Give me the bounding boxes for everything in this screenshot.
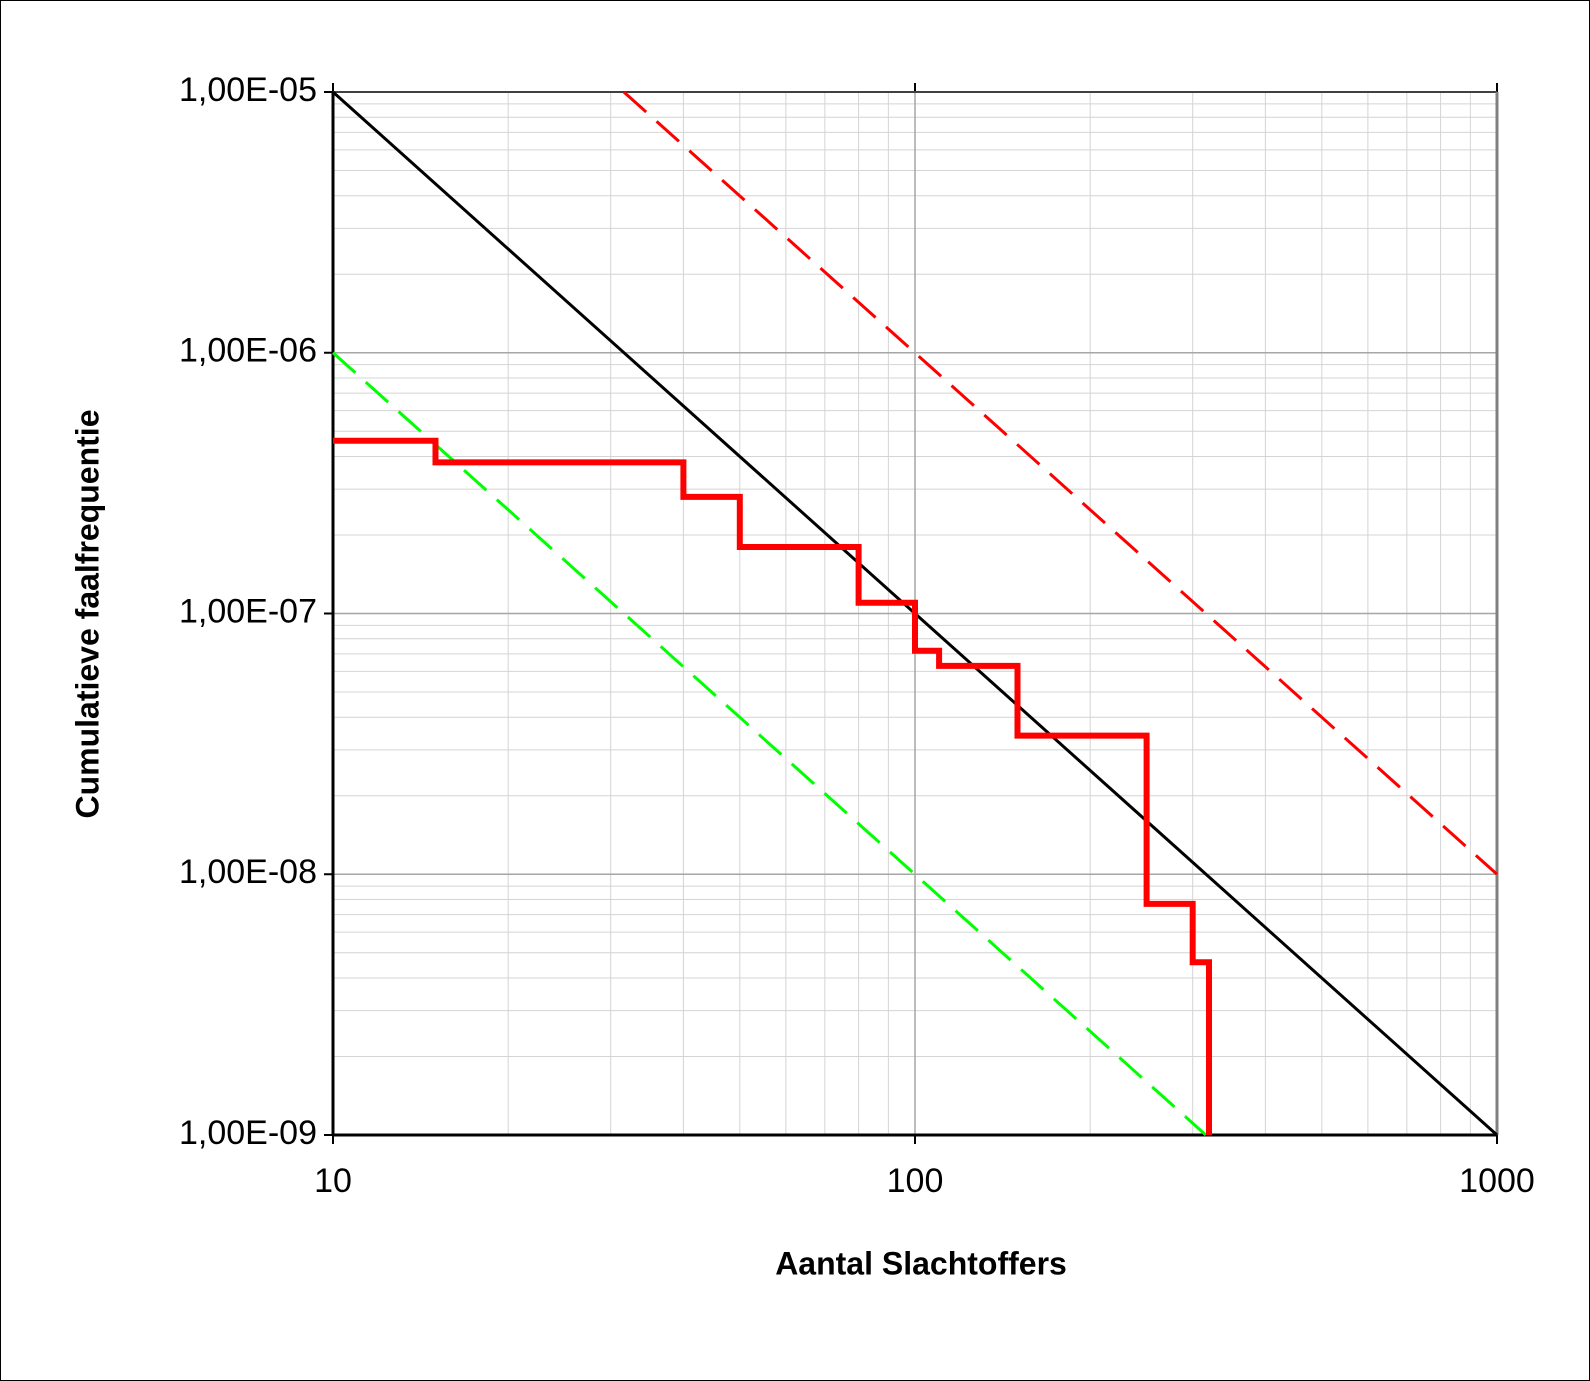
- y-tick-label: 1,00E-07: [179, 592, 317, 630]
- y-axis-title: Cumulatieve faalfrequentie: [69, 410, 105, 819]
- x-axis-title: Aantal Slachtoffers: [775, 1245, 1067, 1281]
- y-tick-label: 1,00E-05: [179, 71, 317, 109]
- y-tick-label: 1,00E-08: [179, 853, 317, 891]
- series-line: [622, 90, 1499, 876]
- y-tick-label: 1,00E-09: [179, 1114, 317, 1152]
- x-tick-label: 10: [314, 1162, 352, 1200]
- series-line: [331, 351, 1207, 1137]
- series-line: [333, 437, 1212, 1135]
- x-tick-label: 100: [887, 1162, 944, 1200]
- x-tick-label: 1000: [1459, 1162, 1535, 1200]
- y-tick-label: 1,00E-06: [179, 332, 317, 370]
